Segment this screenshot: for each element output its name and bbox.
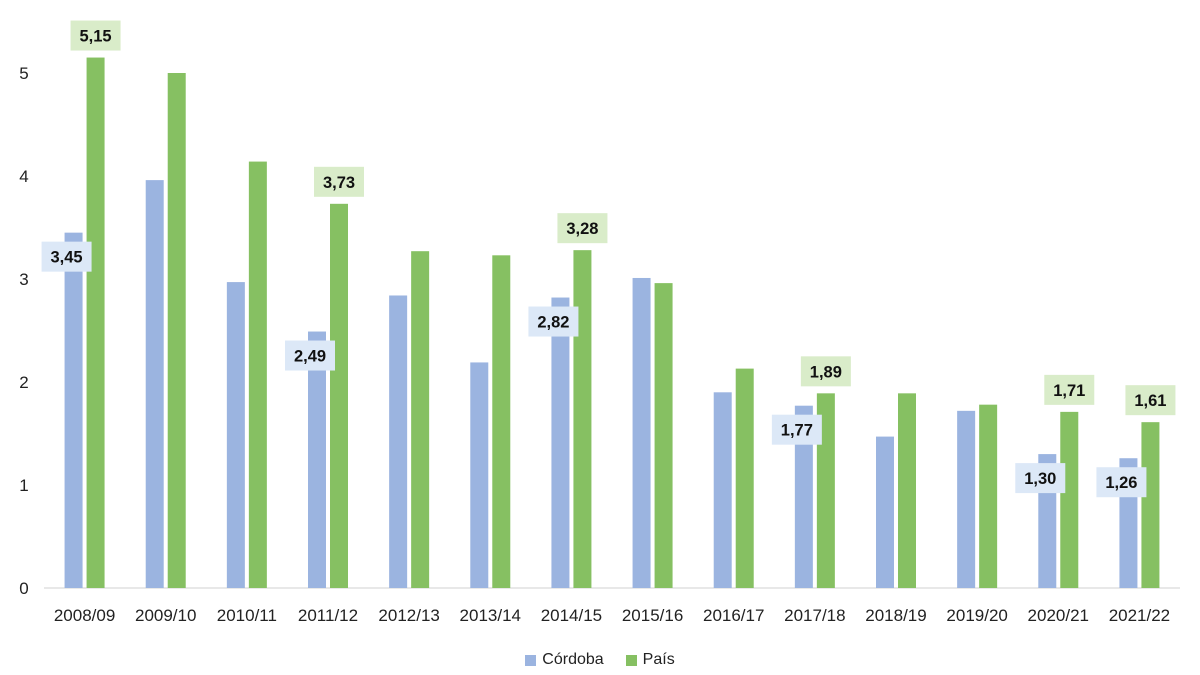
x-tick-label: 2020/21: [1028, 606, 1089, 625]
legend-label-cordoba: Córdoba: [542, 651, 604, 668]
data-label-text: 1,89: [810, 363, 842, 381]
y-tick-label: 0: [19, 579, 28, 598]
data-label-cordoba: 3,45: [41, 241, 92, 272]
data-label-box: [70, 20, 121, 51]
data-label-box: [1015, 463, 1066, 494]
y-tick-label: 3: [19, 270, 28, 289]
legend-swatch-cordoba: [525, 654, 537, 666]
data-label-box: [771, 414, 822, 445]
x-tick-label: 2018/19: [865, 606, 926, 625]
bar-pais: [167, 73, 186, 588]
data-label-pais: 1,71: [1044, 374, 1095, 405]
bar-pais: [654, 283, 673, 588]
data-label-text: 2,49: [294, 348, 326, 366]
data-label-text: 1,61: [1134, 392, 1166, 410]
data-label-text: 3,45: [51, 249, 83, 267]
x-tick-label: 2015/16: [622, 606, 683, 625]
data-label-text: 5,15: [80, 28, 112, 46]
data-label-box: [528, 306, 579, 337]
data-label-pais: 3,73: [314, 166, 364, 197]
data-label-cordoba: 1,30: [1015, 463, 1066, 494]
data-label-cordoba: 2,49: [285, 340, 335, 371]
bar-cordoba: [713, 392, 732, 588]
y-tick-label: 4: [19, 167, 28, 186]
x-tick-label: 2010/11: [217, 606, 277, 625]
data-label-box: [285, 340, 335, 371]
data-label-pais: 1,61: [1125, 385, 1176, 416]
data-label-box: [557, 213, 608, 244]
bar-cordoba: [389, 295, 408, 588]
data-label-text: 3,28: [566, 220, 598, 238]
data-label-cordoba: 1,26: [1096, 467, 1147, 498]
bar-pais: [573, 250, 592, 588]
bar-pais: [330, 203, 348, 588]
bar-cordoba: [64, 232, 83, 588]
bar-cordoba: [308, 331, 326, 588]
x-tick-label: 2011/12: [298, 606, 358, 625]
x-tick-label: 2008/09: [54, 606, 115, 625]
bar-pais: [1060, 411, 1079, 588]
data-label-cordoba: 1,77: [771, 414, 822, 445]
bar-cordoba: [145, 180, 164, 588]
x-tick-label: 2017/18: [784, 606, 845, 625]
x-tick-label: 2014/15: [541, 606, 602, 625]
data-label-box: [1044, 374, 1095, 405]
legend-swatch-pais: [625, 654, 637, 666]
data-label-box: [1125, 385, 1176, 416]
data-label-box: [314, 166, 364, 197]
data-label-cordoba: 2,82: [528, 306, 579, 337]
data-label-box: [1096, 467, 1147, 498]
bar-cordoba: [632, 277, 651, 588]
legend-item-pais: País: [625, 651, 675, 669]
bar-cordoba: [876, 436, 894, 588]
data-label-text: 1,26: [1105, 474, 1137, 492]
bar-pais: [492, 255, 511, 588]
bar-pais: [898, 393, 916, 588]
y-tick-label: 2: [19, 373, 28, 392]
data-label-box: [800, 356, 851, 387]
bar-pais: [411, 251, 430, 588]
bar-pais: [248, 161, 267, 588]
x-tick-label: 2016/17: [703, 606, 764, 625]
x-tick-label: 2012/13: [378, 606, 439, 625]
data-label-text: 3,73: [323, 174, 355, 192]
bar-chart: 0 1 2 3 4 5 2008/09 2009/10 2010/11 2011/12 2012/…: [19, 20, 1180, 625]
bar-pais: [86, 57, 105, 589]
data-label-text: 1,71: [1053, 382, 1085, 400]
data-label-text: 2,82: [537, 314, 569, 332]
legend-item-cordoba: Córdoba: [525, 651, 604, 669]
data-label-text: 1,30: [1024, 470, 1056, 488]
data-label-pais: 3,28: [557, 213, 608, 244]
bar-cordoba: [226, 282, 245, 588]
bar-pais: [979, 404, 998, 588]
x-tick-label: 2021/22: [1109, 606, 1170, 625]
bar-pais: [1141, 422, 1160, 588]
y-tick-label: 1: [19, 476, 28, 495]
bar-cordoba: [794, 405, 813, 588]
x-tick-label: 2013/14: [460, 606, 521, 625]
data-label-box: [41, 241, 92, 272]
data-label-pais: 1,89: [800, 356, 851, 387]
x-tick-label: 2019/20: [946, 606, 1007, 625]
x-tick-label: 2009/10: [135, 606, 196, 625]
bar-pais: [735, 368, 754, 588]
y-tick-label: 5: [19, 64, 28, 83]
legend-label-pais: País: [642, 651, 675, 668]
bar-cordoba: [551, 297, 570, 588]
data-label-text: 1,77: [781, 422, 813, 440]
bar-cordoba: [957, 410, 976, 588]
data-label-pais: 5,15: [70, 20, 121, 51]
legend: Córdoba País: [0, 651, 1200, 669]
bar-cordoba: [470, 362, 489, 588]
